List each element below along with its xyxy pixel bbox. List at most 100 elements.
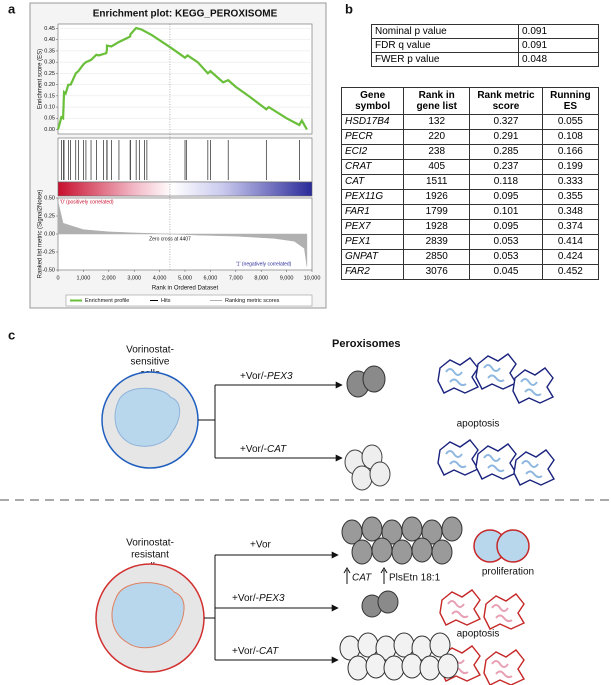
outcome-label: apoptosis xyxy=(457,419,500,430)
peroxisome-cluster xyxy=(339,632,459,681)
peroxisome xyxy=(431,539,453,565)
table-cell: FWER p value xyxy=(371,52,519,67)
table-row: FAR2 3076 0.045 0.452 xyxy=(340,264,600,280)
peroxisome xyxy=(411,537,433,563)
y-tick-label: 0.20 xyxy=(44,82,55,88)
table-cell: FDR q value xyxy=(371,38,519,53)
table-cell: 3076 xyxy=(403,264,471,280)
treatment: +Vor/- xyxy=(232,646,259,657)
table-cell: ECI2 xyxy=(340,144,405,160)
table-cell: 0.091 xyxy=(518,38,599,53)
peroxisome xyxy=(441,516,463,542)
legend-label: Enrichment profile xyxy=(85,298,129,304)
nucleus xyxy=(111,582,185,649)
peroxisome xyxy=(429,632,451,658)
treatment: +Vor/- xyxy=(240,444,267,455)
y-tick-label: 0.30 xyxy=(44,60,55,66)
apoptotic-cell xyxy=(439,589,481,626)
table-cell: 1926 xyxy=(403,189,471,205)
y-tick-label: 0.25 xyxy=(44,71,55,77)
table-cell: 0.424 xyxy=(541,249,600,265)
x-tick-label: 4,000 xyxy=(153,275,167,281)
rank-color-bar xyxy=(57,181,313,197)
table-cell: 1511 xyxy=(403,174,471,190)
x-tick-label: 8,000 xyxy=(254,275,268,281)
treatment: +Vor/- xyxy=(232,593,259,604)
peroxisome-cluster xyxy=(341,516,463,565)
table-row: PECR 220 0.291 0.108 xyxy=(340,129,600,145)
table-cell: 0.374 xyxy=(541,219,600,235)
x-axis-label: Rank in Ordered Dataset xyxy=(152,286,219,292)
table-cell: CAT xyxy=(340,174,405,190)
table-cell: 0.291 xyxy=(469,129,543,145)
chart-title: Enrichment plot: KEGG_PEROXISOME xyxy=(93,9,278,20)
table-row: FDR q value 0.091 xyxy=(371,38,599,53)
peroxisome xyxy=(357,632,379,658)
up-arrows xyxy=(343,567,388,584)
peroxisome xyxy=(401,653,423,679)
annotation: '0' (positively correlated) xyxy=(60,199,114,205)
table-cell: 0.414 xyxy=(541,234,600,250)
metric-area xyxy=(57,201,308,267)
table-cell: 0.348 xyxy=(541,204,600,220)
table-cell: 1928 xyxy=(403,219,471,235)
column-header: Gene symbol xyxy=(340,87,405,115)
table-row: PEX11G 1926 0.095 0.355 xyxy=(340,189,600,205)
x-tick-label: 10,000 xyxy=(304,275,321,281)
table-cell: 132 xyxy=(403,114,471,130)
table-cell: 0.285 xyxy=(469,144,543,160)
table-cell: 1799 xyxy=(403,204,471,220)
panel-label: a xyxy=(8,1,16,16)
table-cell: 0.095 xyxy=(469,189,543,205)
peroxisome xyxy=(351,465,373,491)
table-cell: 0.166 xyxy=(541,144,600,160)
table-cell: 0.048 xyxy=(518,52,599,67)
apoptotic-cell xyxy=(475,443,517,480)
table-cell: 0.355 xyxy=(541,189,600,205)
peroxisome xyxy=(351,539,373,565)
table-cell: 0.327 xyxy=(469,114,543,130)
column-header: Running ES xyxy=(541,87,600,115)
table-cell: PEX1 xyxy=(340,234,405,250)
peroxisome xyxy=(401,516,423,542)
y-tick-label: -0.50 xyxy=(42,267,55,273)
gene: CAT xyxy=(259,646,279,657)
peroxisome xyxy=(347,655,369,681)
gene: CAT xyxy=(267,444,287,455)
gene: PEX3 xyxy=(267,371,293,382)
y-tick-label: 0.05 xyxy=(44,116,55,122)
x-tick-label: 5,000 xyxy=(178,275,192,281)
cell-label: sensitive xyxy=(131,357,170,368)
y-tick-label: 0.00 xyxy=(44,231,55,237)
table-cell: 0.199 xyxy=(541,159,600,175)
table-row: ECI2 238 0.285 0.166 xyxy=(340,144,600,160)
y-tick-label: 0.50 xyxy=(44,195,55,201)
branch-line xyxy=(198,385,216,458)
legend-label: Ranking metric scores xyxy=(225,298,280,304)
table-cell: PECR xyxy=(340,129,405,145)
treatment-label: +Vor/-PEX3 xyxy=(240,371,293,382)
table-cell: 0.118 xyxy=(469,174,543,190)
table-row: HSD17B4 132 0.327 0.055 xyxy=(340,114,600,130)
apoptotic-cell xyxy=(512,367,554,404)
apoptotic-cell xyxy=(513,449,555,486)
table-cell: FAR1 xyxy=(340,204,405,220)
peroxisome xyxy=(419,655,441,681)
table-row: CRAT 405 0.237 0.199 xyxy=(340,159,600,175)
table-cell: 405 xyxy=(403,159,471,175)
x-tick-label: 2,000 xyxy=(102,275,116,281)
table-row: FWER p value 0.048 xyxy=(371,52,599,67)
treatment-label: +Vor/-CAT xyxy=(232,646,279,657)
table-cell: 0.237 xyxy=(469,159,543,175)
peroxisome xyxy=(437,653,459,679)
peroxisome xyxy=(383,655,405,681)
peroxisomes-title: Peroxisomes xyxy=(332,338,400,350)
table-cell: 0.045 xyxy=(469,264,543,280)
table-cell: 2850 xyxy=(403,249,471,265)
table-cell: PEX7 xyxy=(340,219,405,235)
peroxisome xyxy=(369,461,391,487)
treatment-label: +Vor xyxy=(250,540,272,551)
dividing-cell xyxy=(496,529,530,563)
peroxisome xyxy=(362,365,386,393)
